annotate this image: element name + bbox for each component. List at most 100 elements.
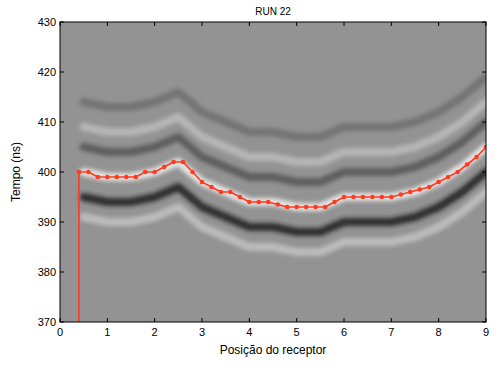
pick-marker [77, 170, 82, 175]
pick-marker [209, 185, 214, 190]
x-tick [154, 318, 155, 322]
x-tick-top [60, 22, 61, 26]
title: RUN 22 [255, 6, 291, 17]
pick-marker [427, 185, 432, 190]
pick-marker [380, 195, 385, 200]
plot-background [60, 22, 486, 322]
y-tick-right [482, 322, 486, 323]
x-tick-top [107, 22, 108, 26]
pick-marker [275, 202, 280, 207]
pick-marker [105, 175, 110, 180]
x-tick [107, 318, 108, 322]
pick-marker [474, 155, 479, 160]
y-tick-right [482, 172, 486, 173]
pick-marker [171, 160, 176, 165]
pick-marker [342, 195, 347, 200]
x-tick-top [154, 22, 155, 26]
x-tick-label: 2 [152, 326, 158, 338]
pick-marker [181, 160, 186, 165]
pick-marker [399, 192, 404, 197]
x-tick [438, 318, 439, 322]
pick-marker [465, 162, 470, 167]
y-tick-label: 410 [38, 116, 56, 128]
pick-marker [361, 195, 366, 200]
y-tick [60, 272, 64, 273]
x-tick-top [391, 22, 392, 26]
chart: 0123456789370380390400410420430RUN 22Pos… [0, 0, 502, 370]
pick-marker [370, 195, 375, 200]
x-tick [344, 318, 345, 322]
x-tick-top [438, 22, 439, 26]
x-tick [486, 318, 487, 322]
x-tick-label: 0 [57, 326, 63, 338]
x-tick-label: 7 [388, 326, 394, 338]
pick-marker [133, 175, 138, 180]
y-tick [60, 122, 64, 123]
pick-marker [228, 190, 233, 195]
pick-marker [124, 175, 129, 180]
x-tick-label: 5 [294, 326, 300, 338]
y-tick-label: 430 [38, 16, 56, 28]
y-tick [60, 22, 64, 23]
y-tick-label: 400 [38, 166, 56, 178]
y-axis-title: Tempo (ns) [9, 142, 23, 202]
picked-line [79, 147, 486, 207]
pick-marker [200, 180, 205, 185]
pick-marker [304, 205, 309, 210]
y-tick-right [482, 22, 486, 23]
pick-marker [455, 170, 460, 175]
y-tick-right [482, 272, 486, 273]
pick-marker [219, 190, 224, 195]
y-tick-label: 390 [38, 216, 56, 228]
x-tick-top [486, 22, 487, 26]
x-tick-top [296, 22, 297, 26]
y-tick-right [482, 72, 486, 73]
reflection-band [84, 192, 486, 252]
x-tick-label: 9 [483, 326, 489, 338]
y-tick-label: 420 [38, 66, 56, 78]
pick-marker [115, 175, 120, 180]
pick-marker [143, 170, 148, 175]
pick-marker [323, 205, 328, 210]
x-tick [249, 318, 250, 322]
plot-frame [60, 22, 486, 322]
y-tick [60, 322, 64, 323]
x-tick [202, 318, 203, 322]
x-tick [296, 318, 297, 322]
x-tick-top [344, 22, 345, 26]
y-tick [60, 222, 64, 223]
x-tick-top [202, 22, 203, 26]
y-tick-right [482, 222, 486, 223]
x-tick-top [249, 22, 250, 26]
pick-marker [86, 170, 91, 175]
pick-marker [162, 165, 167, 170]
x-tick-label: 8 [436, 326, 442, 338]
x-tick-label: 3 [199, 326, 205, 338]
y-tick [60, 172, 64, 173]
x-axis-title: Posição do receptor [220, 343, 327, 357]
pick-marker [417, 187, 422, 192]
y-tick-right [482, 122, 486, 123]
picked-line [78, 172, 80, 322]
pick-marker [190, 170, 195, 175]
x-tick-label: 1 [104, 326, 110, 338]
y-tick [60, 72, 64, 73]
pick-marker [96, 175, 101, 180]
pick-marker [238, 195, 243, 200]
pick-marker [285, 205, 290, 210]
x-tick [391, 318, 392, 322]
x-tick-label: 4 [246, 326, 252, 338]
pick-marker [152, 170, 157, 175]
pick-marker [313, 205, 318, 210]
pick-marker [351, 195, 356, 200]
plot-area [77, 77, 486, 322]
pick-marker [247, 200, 252, 205]
pick-marker [389, 195, 394, 200]
pick-marker [294, 205, 299, 210]
pick-marker [266, 200, 271, 205]
pick-marker [408, 190, 413, 195]
y-tick-label: 370 [38, 316, 56, 328]
pick-marker [446, 175, 451, 180]
pick-marker [332, 200, 337, 205]
pick-marker [257, 200, 262, 205]
